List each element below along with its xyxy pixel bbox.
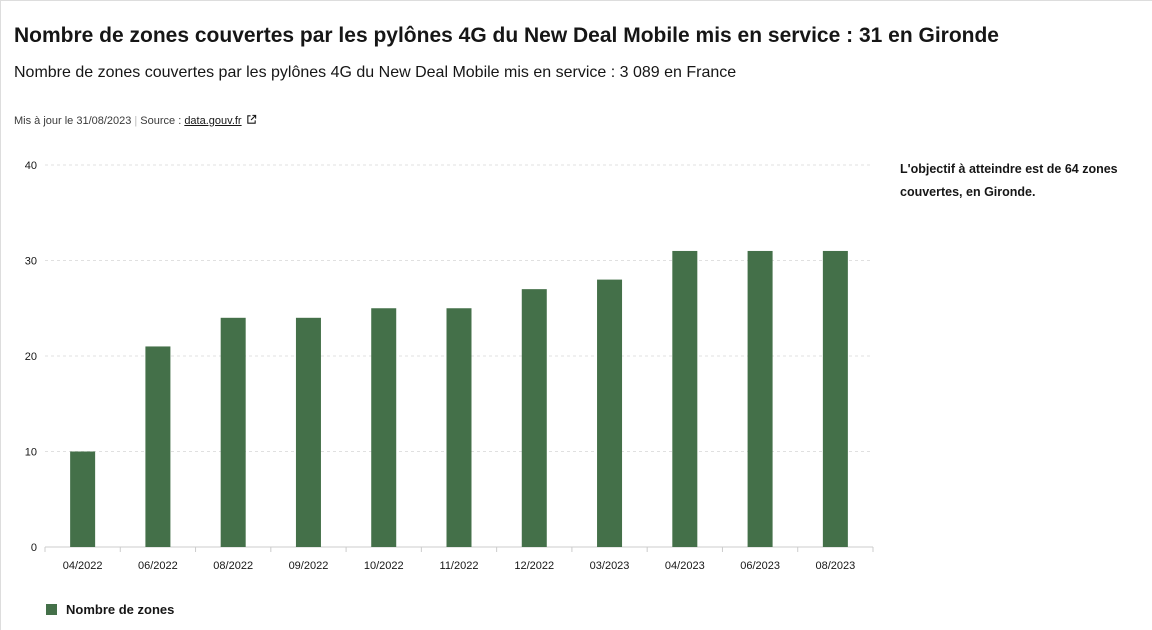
chart-subtitle: Nombre de zones couvertes par les pylône… <box>14 64 737 81</box>
meta-separator: | <box>134 115 138 127</box>
bar <box>295 317 321 547</box>
x-tick-label: 11/2022 <box>440 560 479 572</box>
x-tick-label: 08/2023 <box>815 560 855 572</box>
x-tick-label: 08/2022 <box>213 560 253 572</box>
source-link[interactable]: data.gouv.fr <box>184 114 256 127</box>
bar <box>371 308 397 547</box>
chart-legend: Nombre de zones <box>46 602 174 617</box>
y-tick-label: 40 <box>25 160 37 172</box>
y-tick-label: 0 <box>31 542 37 554</box>
updated-date: Mis à jour le 31/08/2023 <box>14 115 132 127</box>
bar <box>446 308 472 547</box>
y-tick-label: 10 <box>25 447 37 459</box>
bar <box>521 289 547 547</box>
x-tick-label: 06/2023 <box>740 560 780 572</box>
bar <box>747 250 773 547</box>
bar <box>145 346 171 547</box>
external-link-icon <box>246 114 256 124</box>
x-tick-label: 12/2022 <box>514 560 554 572</box>
x-tick-label: 10/2022 <box>364 560 404 572</box>
chart-meta: Mis à jour le 31/08/2023 | Source : data.g… <box>14 114 257 127</box>
x-tick-label: 04/2022 <box>63 560 103 572</box>
bar <box>70 451 96 547</box>
bar <box>822 250 848 547</box>
chart-title: Nombre de zones couvertes par les pylône… <box>14 24 999 47</box>
legend-swatch <box>46 604 57 615</box>
y-tick-label: 30 <box>25 256 37 268</box>
y-tick-label: 20 <box>25 351 37 363</box>
source-label: Source : <box>140 115 182 127</box>
legend-label: Nombre de zones <box>66 602 175 617</box>
bar-chart: 0 10 20 30 40 04/2022 06/2022 08/2022 09/2022 10/… <box>25 160 874 572</box>
objective-note: L'objectif à atteindre est de 64 zones c… <box>900 162 1118 199</box>
bar <box>220 317 246 547</box>
bar <box>672 250 698 547</box>
bar <box>597 279 623 547</box>
x-tick-label: 04/2023 <box>665 560 705 572</box>
x-tick-label: 06/2022 <box>138 560 178 572</box>
source-link-text: data.gouv.fr <box>184 115 242 127</box>
x-tick-label: 03/2023 <box>590 560 630 572</box>
x-tick-label: 09/2022 <box>289 560 329 572</box>
